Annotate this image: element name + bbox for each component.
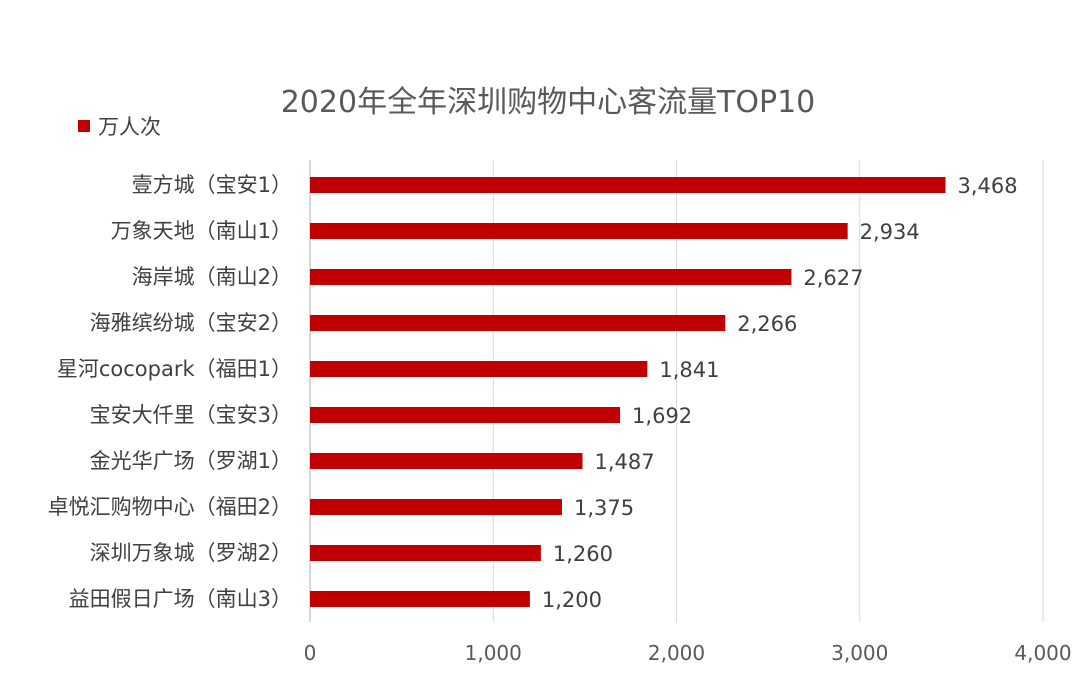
legend-swatch <box>78 120 90 132</box>
data-label: 1,200 <box>542 588 602 612</box>
bar <box>310 407 621 423</box>
category-label: 壹方城（宝安1） <box>132 173 292 197</box>
data-label: 2,266 <box>737 312 797 336</box>
data-label: 2,627 <box>803 266 863 290</box>
chart-title: 2020年全年深圳购物中心客流量TOP10 <box>281 85 816 120</box>
category-labels: 壹方城（宝安1） 万象天地（南山1） 海岸城（南山2） 海雅缤纷城（宝安2） 星河coc… <box>48 173 292 611</box>
x-tick-label: 3,000 <box>831 641 888 665</box>
data-label: 3,468 <box>958 174 1018 198</box>
bar <box>310 545 541 561</box>
legend: 万人次 <box>78 115 161 139</box>
x-tick-label: 4,000 <box>1014 641 1071 665</box>
bar <box>310 223 848 239</box>
x-tick-label: 2,000 <box>648 641 705 665</box>
category-label: 海岸城（南山2） <box>132 265 292 289</box>
data-label: 1,692 <box>632 404 692 428</box>
category-label: 万象天地（南山1） <box>111 219 292 243</box>
x-axis-ticks: 0 1,000 2,000 3,000 4,000 <box>304 641 1072 665</box>
data-label: 2,934 <box>860 220 920 244</box>
x-tick-label: 1,000 <box>465 641 522 665</box>
bars <box>310 177 946 607</box>
category-label: 深圳万象城（罗湖2） <box>90 541 292 565</box>
bar <box>310 269 792 285</box>
category-label: 益田假日广场（南山3） <box>69 587 292 611</box>
bar <box>310 315 726 331</box>
category-label: 金光华广场（罗湖1） <box>90 449 292 473</box>
data-label: 1,487 <box>594 450 654 474</box>
data-label: 1,260 <box>553 542 613 566</box>
data-label: 1,375 <box>574 496 634 520</box>
bar <box>310 177 946 193</box>
bar <box>310 453 583 469</box>
x-tick-label: 0 <box>304 641 317 665</box>
bar <box>310 591 530 607</box>
category-label: 星河cocopark（福田1） <box>57 357 292 381</box>
category-label: 宝安大仟里（宝安3） <box>90 403 292 427</box>
data-label: 1,841 <box>659 358 719 382</box>
category-label: 卓悦汇购物中心（福田2） <box>48 495 292 519</box>
bar <box>310 499 562 515</box>
category-label: 海雅缤纷城（宝安2） <box>90 311 292 335</box>
legend-label: 万人次 <box>98 115 161 139</box>
bar <box>310 361 648 377</box>
